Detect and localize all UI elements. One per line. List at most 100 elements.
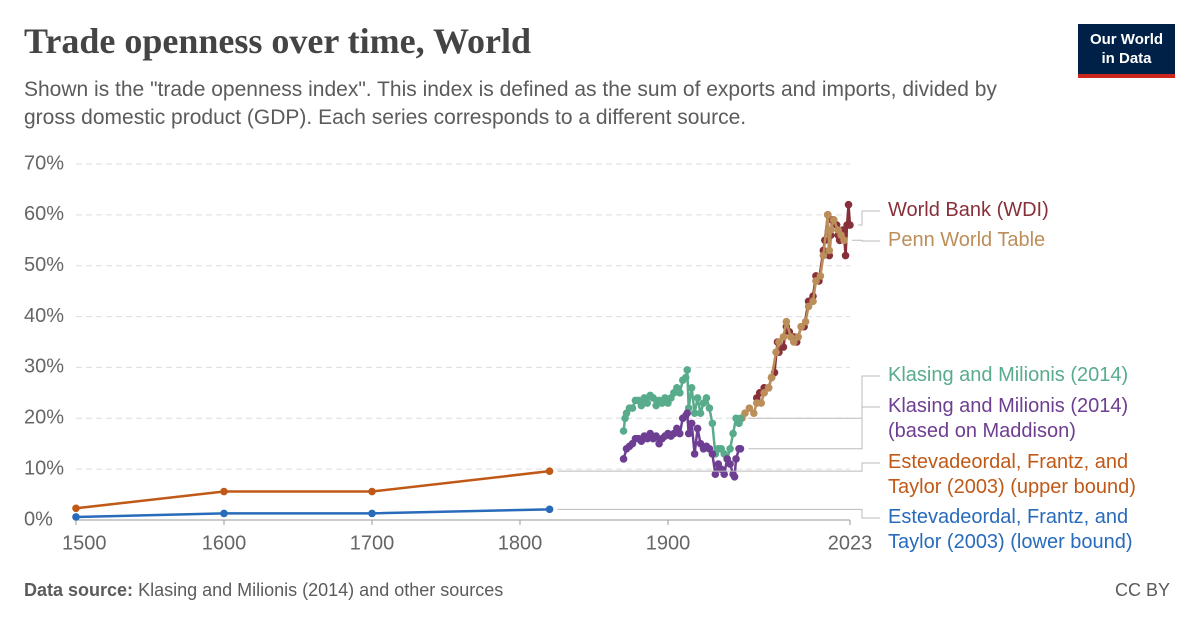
point	[368, 509, 376, 518]
point	[732, 455, 740, 463]
point	[840, 236, 848, 245]
x-tick-label: 1500	[62, 532, 107, 554]
legend-line: World Bank (WDI)	[888, 199, 1049, 221]
y-tick-label: 30%	[24, 356, 64, 378]
point	[804, 302, 813, 311]
point	[726, 445, 734, 453]
point	[846, 221, 854, 229]
point	[775, 338, 783, 346]
x-tick-label: 1700	[350, 532, 395, 554]
point	[693, 394, 702, 402]
point	[628, 404, 637, 412]
legend-line: Estevadeordal, Frantz, and	[888, 506, 1128, 528]
leader-line	[748, 406, 880, 450]
point	[696, 409, 705, 418]
legend-label: Klasing and Milionis (2014)	[888, 364, 1128, 386]
x-tick-label: 1800	[498, 532, 543, 554]
leader-line	[557, 508, 880, 519]
point	[801, 317, 810, 326]
point	[545, 505, 554, 514]
subtitle: Shown is the "trade openness index". Thi…	[24, 78, 997, 129]
legend-label: World Bank (WDI)	[888, 199, 1049, 221]
footer: Data source: Klasing and Milionis (2014)…	[24, 580, 503, 601]
point	[829, 216, 838, 224]
y-tick-label: 0%	[24, 508, 53, 530]
series-line	[75, 469, 550, 510]
point	[708, 419, 717, 428]
point	[368, 487, 376, 496]
point	[619, 455, 628, 463]
series-line	[75, 508, 550, 519]
point	[690, 450, 699, 458]
source-label: Data source:	[24, 580, 134, 600]
point	[789, 338, 798, 346]
point	[757, 399, 766, 407]
point	[643, 399, 652, 407]
point	[720, 470, 729, 479]
point	[824, 211, 832, 219]
point	[816, 272, 825, 280]
logo[interactable]: Our World in Data	[1078, 24, 1175, 78]
legend-label: Penn World Table	[888, 229, 1045, 251]
point	[652, 432, 660, 440]
point	[702, 394, 711, 402]
point	[545, 467, 554, 475]
legend-line: Klasing and Milionis (2014)	[888, 395, 1128, 417]
point	[684, 429, 693, 438]
legend-label: Estevadeordal, Frantz, and Taylor (2003) …	[888, 506, 1133, 553]
point	[779, 333, 788, 341]
point	[683, 366, 692, 374]
point	[764, 383, 773, 392]
legend-label: Estevadeordal, Frantz, and Taylor (2003) …	[888, 451, 1136, 498]
legend-line: Penn World Table	[888, 229, 1045, 251]
y-tick-label: 40%	[24, 305, 64, 327]
point	[220, 487, 228, 496]
point	[220, 509, 228, 518]
point	[825, 246, 834, 255]
point	[736, 414, 745, 423]
legend-line: Taylor (2003) (lower bound)	[888, 531, 1133, 553]
point	[750, 409, 758, 418]
y-tick-label: 10%	[24, 457, 64, 479]
point	[809, 297, 817, 306]
leader-line	[748, 375, 880, 419]
point	[745, 404, 754, 412]
point	[782, 317, 791, 326]
point	[772, 348, 780, 356]
legend-line: Klasing and Milionis (2014)	[888, 364, 1128, 386]
legend-line: Estevadeordal, Frantz, and	[888, 451, 1128, 473]
point	[794, 333, 803, 341]
x-tick-label: 2023	[828, 532, 873, 554]
point	[711, 470, 720, 479]
legend-label: Klasing and Milionis (2014) (based on Mad…	[888, 395, 1128, 442]
y-tick-label: 50%	[24, 254, 64, 276]
point	[741, 409, 749, 418]
point	[819, 251, 828, 260]
point	[687, 419, 696, 428]
point	[826, 226, 835, 234]
point	[844, 200, 853, 209]
license[interactable]: CC BY	[1114, 580, 1170, 600]
point	[72, 513, 80, 521]
y-tick-label: 70%	[24, 152, 64, 174]
point	[841, 251, 850, 260]
point	[649, 394, 657, 402]
point	[637, 401, 646, 410]
point	[676, 429, 684, 438]
point	[708, 450, 717, 458]
legend-line: Taylor (2003) (upper bound)	[888, 476, 1136, 498]
point	[690, 409, 699, 418]
point	[736, 445, 745, 453]
point	[812, 277, 820, 285]
y-tick-label: 60%	[24, 203, 64, 225]
point	[676, 389, 684, 397]
point	[726, 460, 734, 468]
point	[730, 472, 739, 481]
point	[687, 383, 696, 392]
point	[729, 429, 737, 438]
point	[683, 409, 692, 418]
point	[693, 424, 702, 433]
source: Klasing and Milionis (2014) and other so…	[138, 580, 504, 600]
